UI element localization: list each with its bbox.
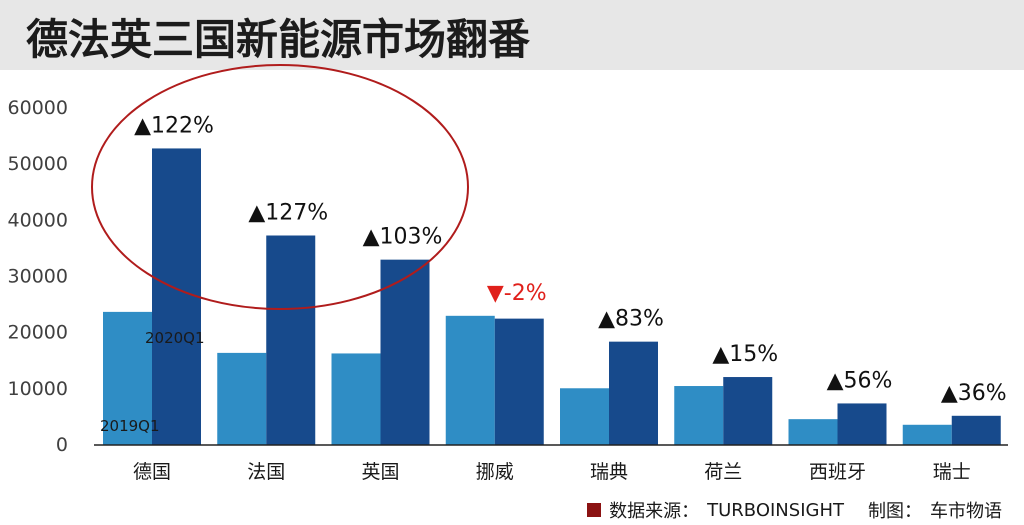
x-tick-label: 瑞典 [590,461,628,483]
source-label: 数据来源： [609,501,700,522]
x-tick-label: 挪威 [476,461,514,483]
growth-label: ▲15% [712,342,778,367]
y-tick-label: 10000 [8,378,68,400]
y-tick-label: 50000 [8,153,68,175]
bar-2020q1-1 [266,235,316,445]
y-tick-label: 0 [56,434,68,456]
bar-2020q1-2 [380,259,430,445]
bar-2019q1-3 [445,315,495,445]
bar-2020q1-0 [152,148,201,445]
growth-label: ▲127% [248,200,328,225]
bar-2020q1-6 [837,403,887,445]
page-title: 德法英三国新能源市场翻番 [26,15,531,64]
growth-label: ▲36% [941,381,1007,406]
maker-label: 制图： [868,501,922,522]
bar-2019q1-1 [217,352,267,445]
bar-2020q1-7 [951,415,1001,445]
title-bar: 德法英三国新能源市场翻番 [0,0,1024,70]
footer: 数据来源： TURBOINSIGHT 制图： 车市物语 [587,497,1002,523]
bar-2020q1-4 [609,341,658,445]
bar-2020q1-3 [494,318,544,445]
bar-2019q1-5 [674,386,724,445]
growth-label: ▲56% [827,368,893,393]
growth-label: ▲83% [598,307,664,332]
series-label-2019q1: 2019Q1 [100,417,160,435]
y-tick-label: 40000 [8,209,68,231]
y-tick-label: 20000 [8,322,68,344]
x-tick-label: 德国 [133,461,171,483]
bar-2020q1-5 [723,377,773,445]
growth-label: ▲103% [363,225,443,250]
bar-2019q1-6 [788,419,838,445]
x-tick-label: 荷兰 [704,461,742,483]
source-value: TURBOINSIGHT [707,499,844,521]
maker-value: 车市物语 [930,501,1002,522]
bar-2019q1-0 [103,311,152,445]
series-label-2020q1: 2020Q1 [145,329,205,347]
bar-2019q1-7 [902,424,952,445]
bar-2019q1-2 [331,353,381,445]
growth-label: ▲122% [134,113,214,138]
growth-label: ▼-2% [487,281,547,306]
x-tick-label: 法国 [247,461,285,483]
y-tick-label: 60000 [8,97,68,119]
bar-2019q1-4 [560,388,609,445]
y-tick-label: 30000 [8,266,68,288]
highlight-ellipse [91,64,469,310]
x-tick-label: 西班牙 [809,461,866,483]
x-tick-label: 瑞士 [933,461,971,483]
x-tick-label: 英国 [361,461,399,483]
footer-square-icon [587,503,602,517]
